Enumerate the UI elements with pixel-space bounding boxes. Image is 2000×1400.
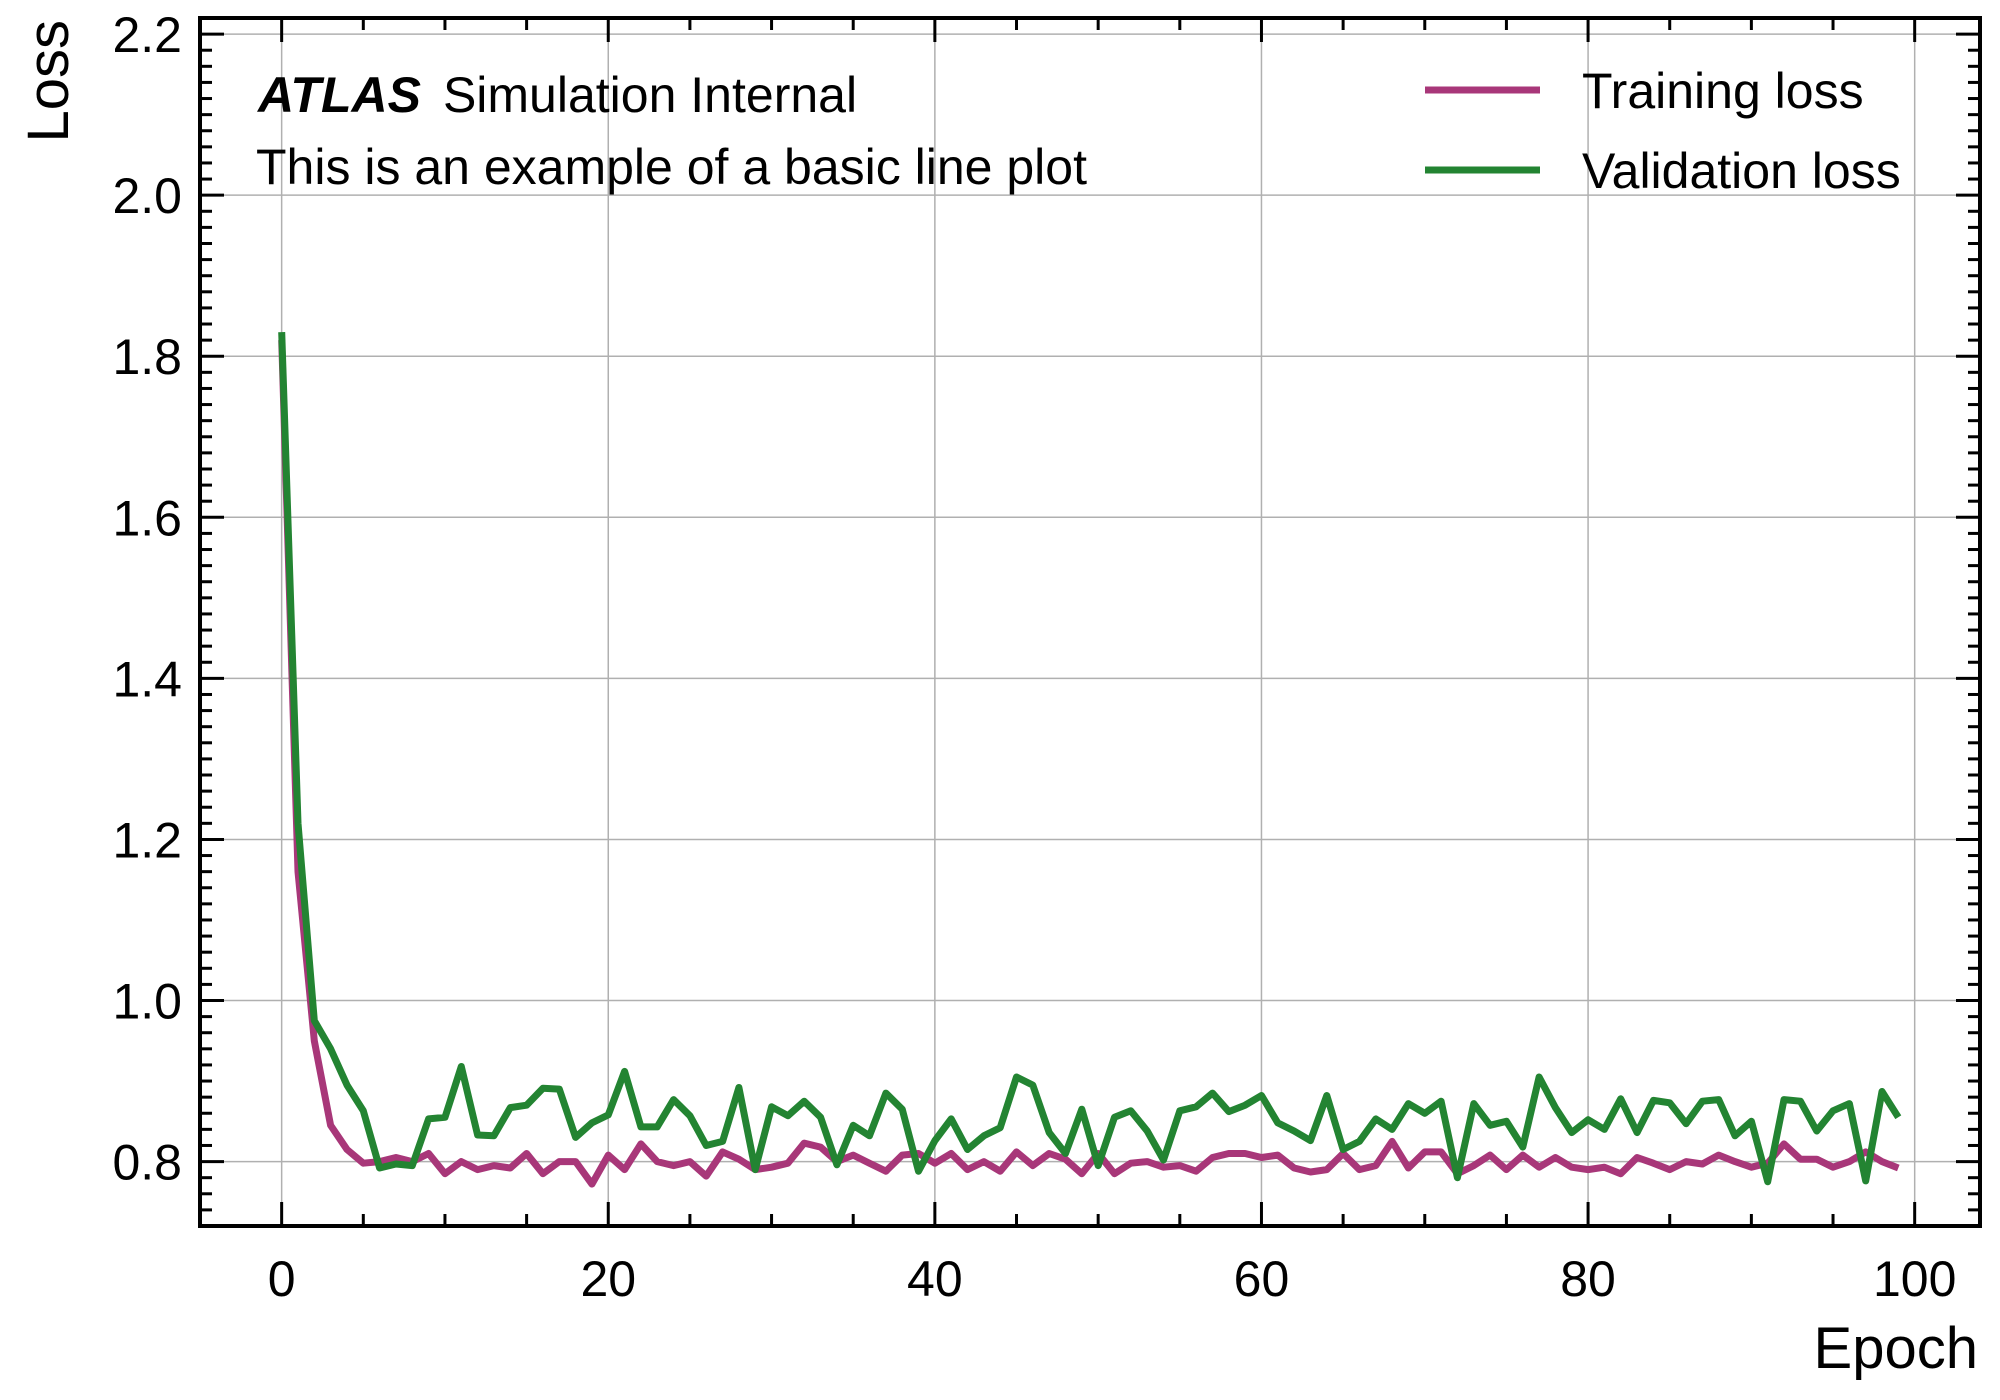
x-tick-label: 60: [1234, 1251, 1290, 1307]
plot-subtitle: This is an example of a basic line plot: [256, 139, 1087, 195]
y-axis-title: Loss: [16, 20, 81, 143]
x-axis-title: Epoch: [1814, 1316, 1978, 1381]
experiment-label: ATLAS: [256, 67, 421, 123]
x-tick-labels: 0 20 40 60 80 100: [268, 1251, 1957, 1307]
plot-frame: [198, 16, 1982, 1228]
legend-label-validation: Validation loss: [1582, 143, 1901, 199]
x-tick-label: 0: [268, 1251, 296, 1307]
axis-ticks: [198, 16, 1980, 1228]
experiment-status: Simulation Internal: [443, 67, 857, 123]
series-line-validation: [278, 331, 1902, 1186]
atlas-annotation: ATLAS Simulation Internal This is an exa…: [256, 67, 1087, 195]
series-line-training: [278, 339, 1900, 1188]
y-tick-label: 2.0: [112, 168, 182, 224]
y-tick-label: 1.4: [112, 651, 182, 707]
x-tick-label: 40: [907, 1251, 963, 1307]
y-tick-labels: 0.8 1.0 1.2 1.4 1.6 1.8 2.0 2.2: [112, 7, 182, 1190]
legend-label-training: Training loss: [1582, 63, 1864, 119]
series-lines: [278, 331, 1902, 1188]
legend: Training loss Validation loss: [1425, 63, 1901, 199]
x-tick-label: 20: [580, 1251, 636, 1307]
y-tick-label: 2.2: [112, 7, 182, 63]
x-tick-label: 100: [1873, 1251, 1956, 1307]
y-tick-label: 1.2: [112, 812, 182, 868]
y-tick-label: 1.6: [112, 490, 182, 546]
y-tick-label: 1.8: [112, 329, 182, 385]
y-tick-label: 1.0: [112, 974, 182, 1030]
svg-text:ATLAS Simulation Inter: ATLAS Simulation Internal: [256, 67, 857, 123]
grid: [200, 18, 1980, 1226]
x-tick-label: 80: [1560, 1251, 1616, 1307]
y-tick-label: 0.8: [112, 1135, 182, 1191]
